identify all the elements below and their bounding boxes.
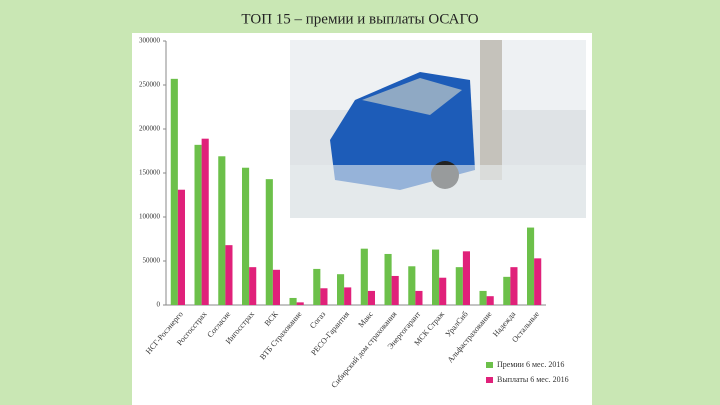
photo bbox=[290, 40, 586, 218]
bar bbox=[272, 269, 280, 305]
bar bbox=[170, 78, 178, 305]
legend-swatch bbox=[486, 377, 493, 383]
legend-label: Премии 6 мес. 2016 bbox=[497, 360, 564, 369]
y-tick-label: 250000 bbox=[139, 81, 161, 89]
bar bbox=[534, 258, 542, 305]
bar bbox=[337, 274, 345, 305]
y-tick-label: 150000 bbox=[139, 169, 161, 177]
bar bbox=[320, 288, 328, 305]
bar bbox=[462, 251, 470, 305]
bar bbox=[344, 287, 352, 305]
bar bbox=[439, 277, 447, 305]
bar bbox=[391, 275, 399, 305]
bar bbox=[367, 290, 375, 305]
bar bbox=[225, 245, 233, 305]
y-tick-label: 0 bbox=[157, 301, 161, 309]
bar bbox=[289, 297, 297, 305]
bar bbox=[242, 167, 250, 305]
bar bbox=[177, 189, 185, 305]
bar bbox=[249, 267, 257, 305]
legend-label: Выплаты 6 мес. 2016 bbox=[497, 375, 569, 384]
bar bbox=[201, 138, 209, 305]
bar bbox=[479, 290, 487, 305]
y-tick-label: 50000 bbox=[143, 257, 161, 265]
bar bbox=[408, 266, 416, 305]
bar bbox=[384, 253, 392, 305]
bar bbox=[218, 156, 226, 305]
bar bbox=[455, 267, 463, 305]
bar bbox=[527, 227, 535, 305]
bar bbox=[415, 290, 423, 305]
bar bbox=[432, 249, 440, 305]
bar bbox=[503, 276, 511, 305]
bar bbox=[296, 302, 304, 305]
y-tick-label: 200000 bbox=[139, 125, 161, 133]
y-tick-label: 300000 bbox=[139, 37, 161, 45]
bar bbox=[510, 267, 518, 305]
legend-swatch bbox=[486, 362, 493, 368]
bar bbox=[194, 144, 202, 305]
bar bbox=[486, 296, 494, 305]
y-tick-label: 100000 bbox=[139, 213, 161, 221]
chart-title: ТОП 15 – премии и выплаты ОСАГО bbox=[241, 11, 478, 27]
bar bbox=[360, 248, 368, 305]
bar bbox=[265, 179, 273, 305]
bar bbox=[313, 268, 321, 305]
